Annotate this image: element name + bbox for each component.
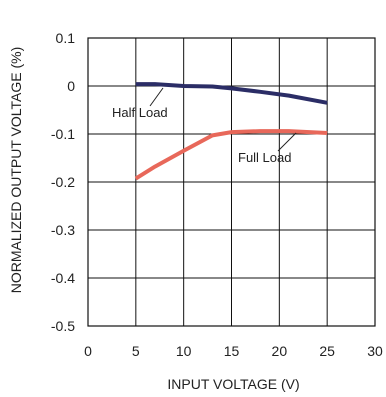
x-tick-label: 15 bbox=[224, 343, 240, 359]
annotation-leader-full-load bbox=[277, 132, 297, 152]
y-tick-label: -0.4 bbox=[51, 270, 75, 286]
y-tick-label: -0.5 bbox=[51, 318, 75, 334]
grid-lines bbox=[87, 37, 376, 327]
x-axis-label: INPUT VOLTAGE (V) bbox=[167, 376, 299, 392]
tick-labels: 0 5 10 15 20 25 30 0.1 0 -0.1 -0.2 -0.3 -0.4 -0.5 bbox=[51, 30, 383, 359]
series-layer bbox=[134, 82, 328, 181]
annotation-layer: Half Load Full Load bbox=[112, 87, 297, 165]
annotation-full-load: Full Load bbox=[238, 150, 291, 165]
y-tick-label: 0.1 bbox=[56, 30, 76, 46]
x-tick-label: 20 bbox=[272, 343, 288, 359]
y-tick-label: -0.3 bbox=[51, 222, 75, 238]
y-tick-label: -0.2 bbox=[51, 174, 75, 190]
x-tick-label: 0 bbox=[84, 343, 92, 359]
plot-frame bbox=[87, 37, 376, 327]
x-tick-label: 10 bbox=[176, 343, 192, 359]
y-tick-label: 0 bbox=[67, 78, 75, 94]
series-line-half-load bbox=[135, 82, 328, 105]
x-tick-label: 25 bbox=[319, 343, 335, 359]
x-tick-label: 30 bbox=[367, 343, 383, 359]
series-line-full-load bbox=[134, 129, 328, 181]
y-axis-label: NORMALIZED OUTPUT VOLTAGE (%) bbox=[8, 47, 24, 294]
annotation-half-load: Half Load bbox=[112, 105, 168, 120]
annotation-leader-half-load bbox=[149, 87, 164, 107]
y-tick-label: -0.1 bbox=[51, 126, 75, 142]
x-tick-label: 5 bbox=[132, 343, 140, 359]
